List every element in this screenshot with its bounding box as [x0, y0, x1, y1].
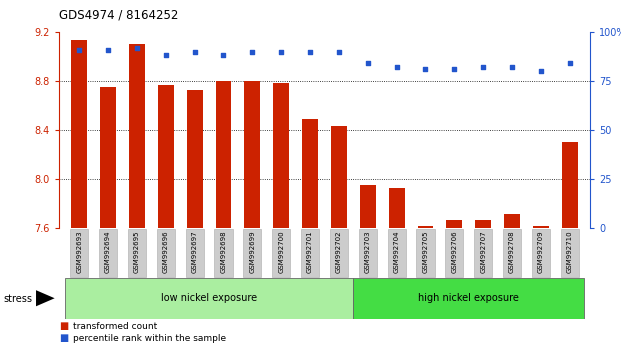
Point [478, 64, 488, 70]
Bar [475, 220, 491, 228]
FancyBboxPatch shape [156, 229, 175, 278]
Text: ■: ■ [59, 321, 68, 331]
Point [305, 48, 315, 54]
Text: GSM992709: GSM992709 [538, 231, 544, 273]
Text: low nickel exposure: low nickel exposure [161, 293, 257, 303]
FancyBboxPatch shape [445, 229, 463, 278]
Text: GSM992702: GSM992702 [336, 231, 342, 273]
Bar [273, 84, 289, 228]
Text: GSM992696: GSM992696 [163, 231, 169, 273]
FancyBboxPatch shape [99, 229, 117, 278]
Text: GSM992699: GSM992699 [250, 231, 255, 273]
Bar [245, 81, 260, 228]
FancyBboxPatch shape [272, 229, 290, 278]
Point [161, 53, 171, 58]
Bar [389, 188, 404, 228]
Point [392, 64, 402, 70]
Bar [187, 90, 202, 228]
Bar [302, 119, 318, 228]
Bar [360, 185, 376, 228]
Bar [158, 85, 174, 228]
FancyBboxPatch shape [359, 229, 377, 278]
FancyBboxPatch shape [243, 229, 261, 278]
Point [276, 48, 286, 54]
Text: GSM992693: GSM992693 [76, 231, 82, 273]
Point [450, 66, 460, 72]
Bar [100, 87, 116, 228]
FancyBboxPatch shape [128, 229, 146, 278]
Text: GDS4974 / 8164252: GDS4974 / 8164252 [59, 9, 178, 22]
Point [536, 68, 546, 74]
FancyBboxPatch shape [561, 229, 579, 278]
Text: GSM992704: GSM992704 [394, 231, 399, 273]
Text: GSM992710: GSM992710 [567, 231, 573, 273]
Text: stress: stress [3, 294, 32, 304]
Point [564, 61, 574, 66]
FancyBboxPatch shape [65, 278, 353, 319]
Text: GSM992701: GSM992701 [307, 231, 313, 273]
Point [507, 64, 517, 70]
Point [103, 47, 113, 52]
Text: GSM992698: GSM992698 [220, 231, 227, 273]
Text: GSM992705: GSM992705 [422, 231, 428, 273]
Bar [129, 44, 145, 228]
Text: GSM992694: GSM992694 [105, 231, 111, 273]
FancyBboxPatch shape [503, 229, 521, 278]
Point [363, 61, 373, 66]
FancyBboxPatch shape [214, 229, 233, 278]
FancyBboxPatch shape [388, 229, 406, 278]
Text: GSM992707: GSM992707 [480, 231, 486, 273]
Text: GSM992708: GSM992708 [509, 231, 515, 273]
Polygon shape [36, 290, 55, 306]
Point [334, 48, 344, 54]
Bar [504, 213, 520, 228]
FancyBboxPatch shape [301, 229, 319, 278]
Bar [215, 81, 232, 228]
Bar [331, 126, 347, 228]
Bar [562, 142, 578, 228]
Text: high nickel exposure: high nickel exposure [419, 293, 519, 303]
FancyBboxPatch shape [532, 229, 550, 278]
FancyBboxPatch shape [70, 229, 88, 278]
FancyBboxPatch shape [330, 229, 348, 278]
Point [75, 47, 84, 52]
FancyBboxPatch shape [186, 229, 204, 278]
Text: ■: ■ [59, 333, 68, 343]
Point [219, 53, 229, 58]
Point [247, 48, 257, 54]
Text: GSM992703: GSM992703 [365, 231, 371, 273]
Text: GSM992706: GSM992706 [451, 231, 457, 273]
Point [189, 48, 199, 54]
Bar [446, 220, 462, 228]
Text: transformed count: transformed count [73, 322, 157, 331]
Text: percentile rank within the sample: percentile rank within the sample [73, 334, 226, 343]
Text: GSM992700: GSM992700 [278, 231, 284, 273]
Bar [71, 40, 87, 228]
Point [420, 66, 430, 72]
Bar [417, 226, 433, 228]
Bar [533, 226, 549, 228]
Text: GSM992697: GSM992697 [192, 231, 197, 273]
FancyBboxPatch shape [353, 278, 584, 319]
Point [132, 45, 142, 50]
FancyBboxPatch shape [474, 229, 492, 278]
FancyBboxPatch shape [416, 229, 435, 278]
Text: GSM992695: GSM992695 [134, 231, 140, 273]
